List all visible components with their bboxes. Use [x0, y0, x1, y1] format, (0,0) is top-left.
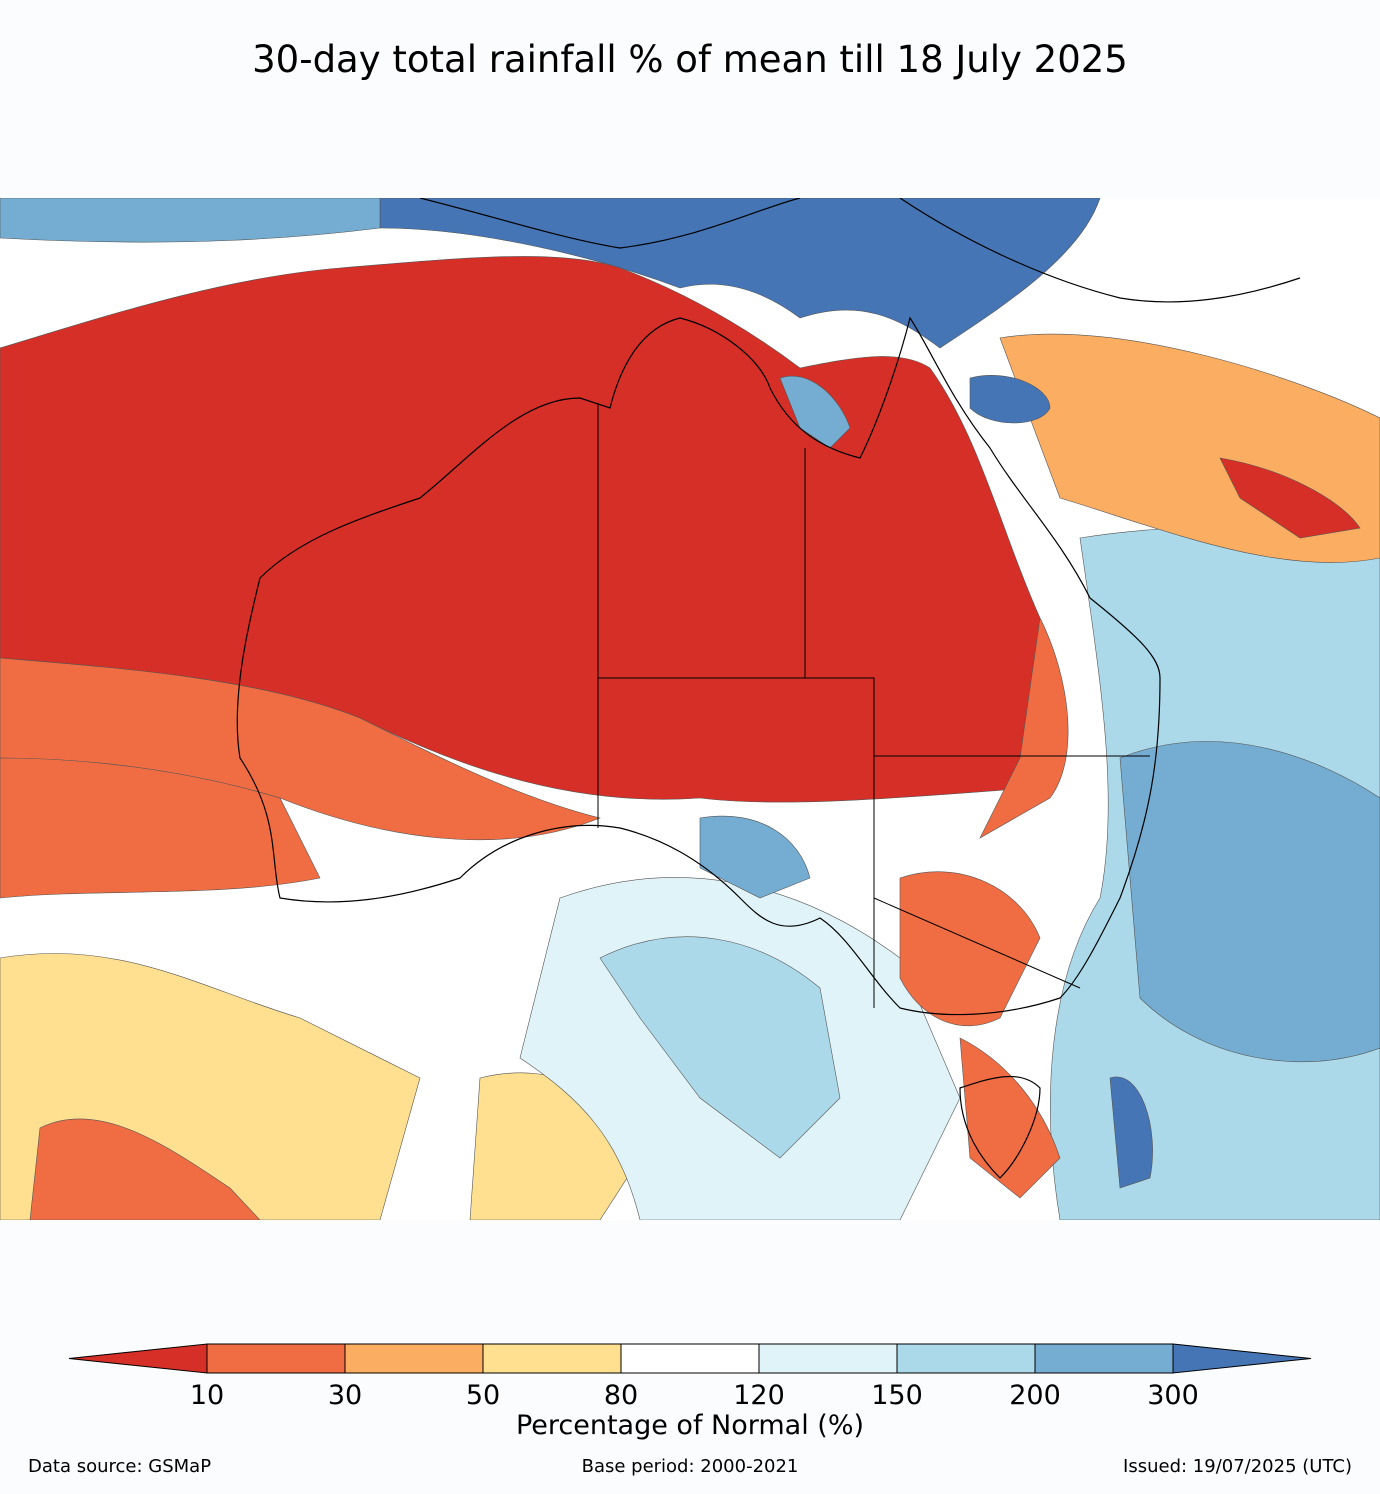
- field-coral-sea-blob: [969, 375, 1051, 424]
- colorbar-extend-low: [68, 1343, 208, 1374]
- colorbar-tick-label: 150: [871, 1380, 923, 1411]
- rainfall-map-svg: [0, 198, 1380, 1220]
- border-nsw-vic: [873, 897, 1081, 989]
- rainfall-fields: [0, 198, 1380, 1220]
- coastlines: [236, 198, 1301, 1179]
- field-tasman-dark: [1109, 1076, 1153, 1189]
- footer-source: Data source: GSMaP: [28, 1456, 212, 1477]
- colorbar-tick-label: 80: [604, 1380, 638, 1411]
- field-tasmania-orange: [959, 1037, 1061, 1199]
- state-borders: [597, 403, 1150, 1008]
- colorbar-tick-label: 50: [466, 1380, 500, 1411]
- colorbar-tick-label: 300: [1147, 1380, 1199, 1411]
- colorbar-tick-label: 30: [328, 1380, 362, 1411]
- colorbar-tick-label: 200: [1009, 1380, 1061, 1411]
- map-title: 30-day total rainfall % of mean till 18 …: [252, 38, 1128, 81]
- colorbar-segment: [620, 1343, 760, 1374]
- colorbar: 10 30 50 80 120 150 200 300 Percentage of Normal…: [0, 1336, 1380, 1456]
- colorbar-segment: [344, 1343, 484, 1374]
- tasmania-coastline: [959, 1075, 1041, 1179]
- rainfall-map: [0, 198, 1380, 1220]
- field-west-orange: [0, 757, 321, 899]
- footer-issued: Issued: 19/07/2025 (UTC): [1123, 1456, 1352, 1477]
- field-tasman-blue: [1119, 741, 1380, 1063]
- colorbar-svg: 10 30 50 80 120 150 200 300 Percentage of Normal…: [68, 1343, 1312, 1441]
- colorbar-label: Percentage of Normal (%): [516, 1410, 864, 1441]
- field-south-west-patch: [29, 1118, 261, 1220]
- colorbar-tick-label: 10: [190, 1380, 224, 1411]
- timor-coastline: [419, 198, 801, 249]
- colorbar-segment: [482, 1343, 622, 1374]
- field-bight-dark: [699, 815, 811, 899]
- colorbar-segment: [1034, 1343, 1174, 1374]
- colorbar-segment: [896, 1343, 1036, 1374]
- colorbar-segment: [758, 1343, 898, 1374]
- mainland-coastline: [236, 316, 1161, 1016]
- png-coastline: [899, 198, 1301, 303]
- field-coral-sea-red: [1219, 457, 1361, 539]
- field-north-west-blue: [0, 198, 381, 243]
- field-drought-fringe-east: [979, 617, 1069, 839]
- field-cape-york-blue: [779, 375, 851, 449]
- field-bight-blue: [599, 936, 841, 1159]
- footer-base-period: Base period: 2000-2021: [581, 1456, 799, 1477]
- colorbar-extend-high: [1172, 1343, 1312, 1374]
- colorbar-segment: [206, 1343, 346, 1374]
- colorbar-tick-label: 120: [733, 1380, 785, 1411]
- field-south-east-orange: [899, 871, 1041, 1027]
